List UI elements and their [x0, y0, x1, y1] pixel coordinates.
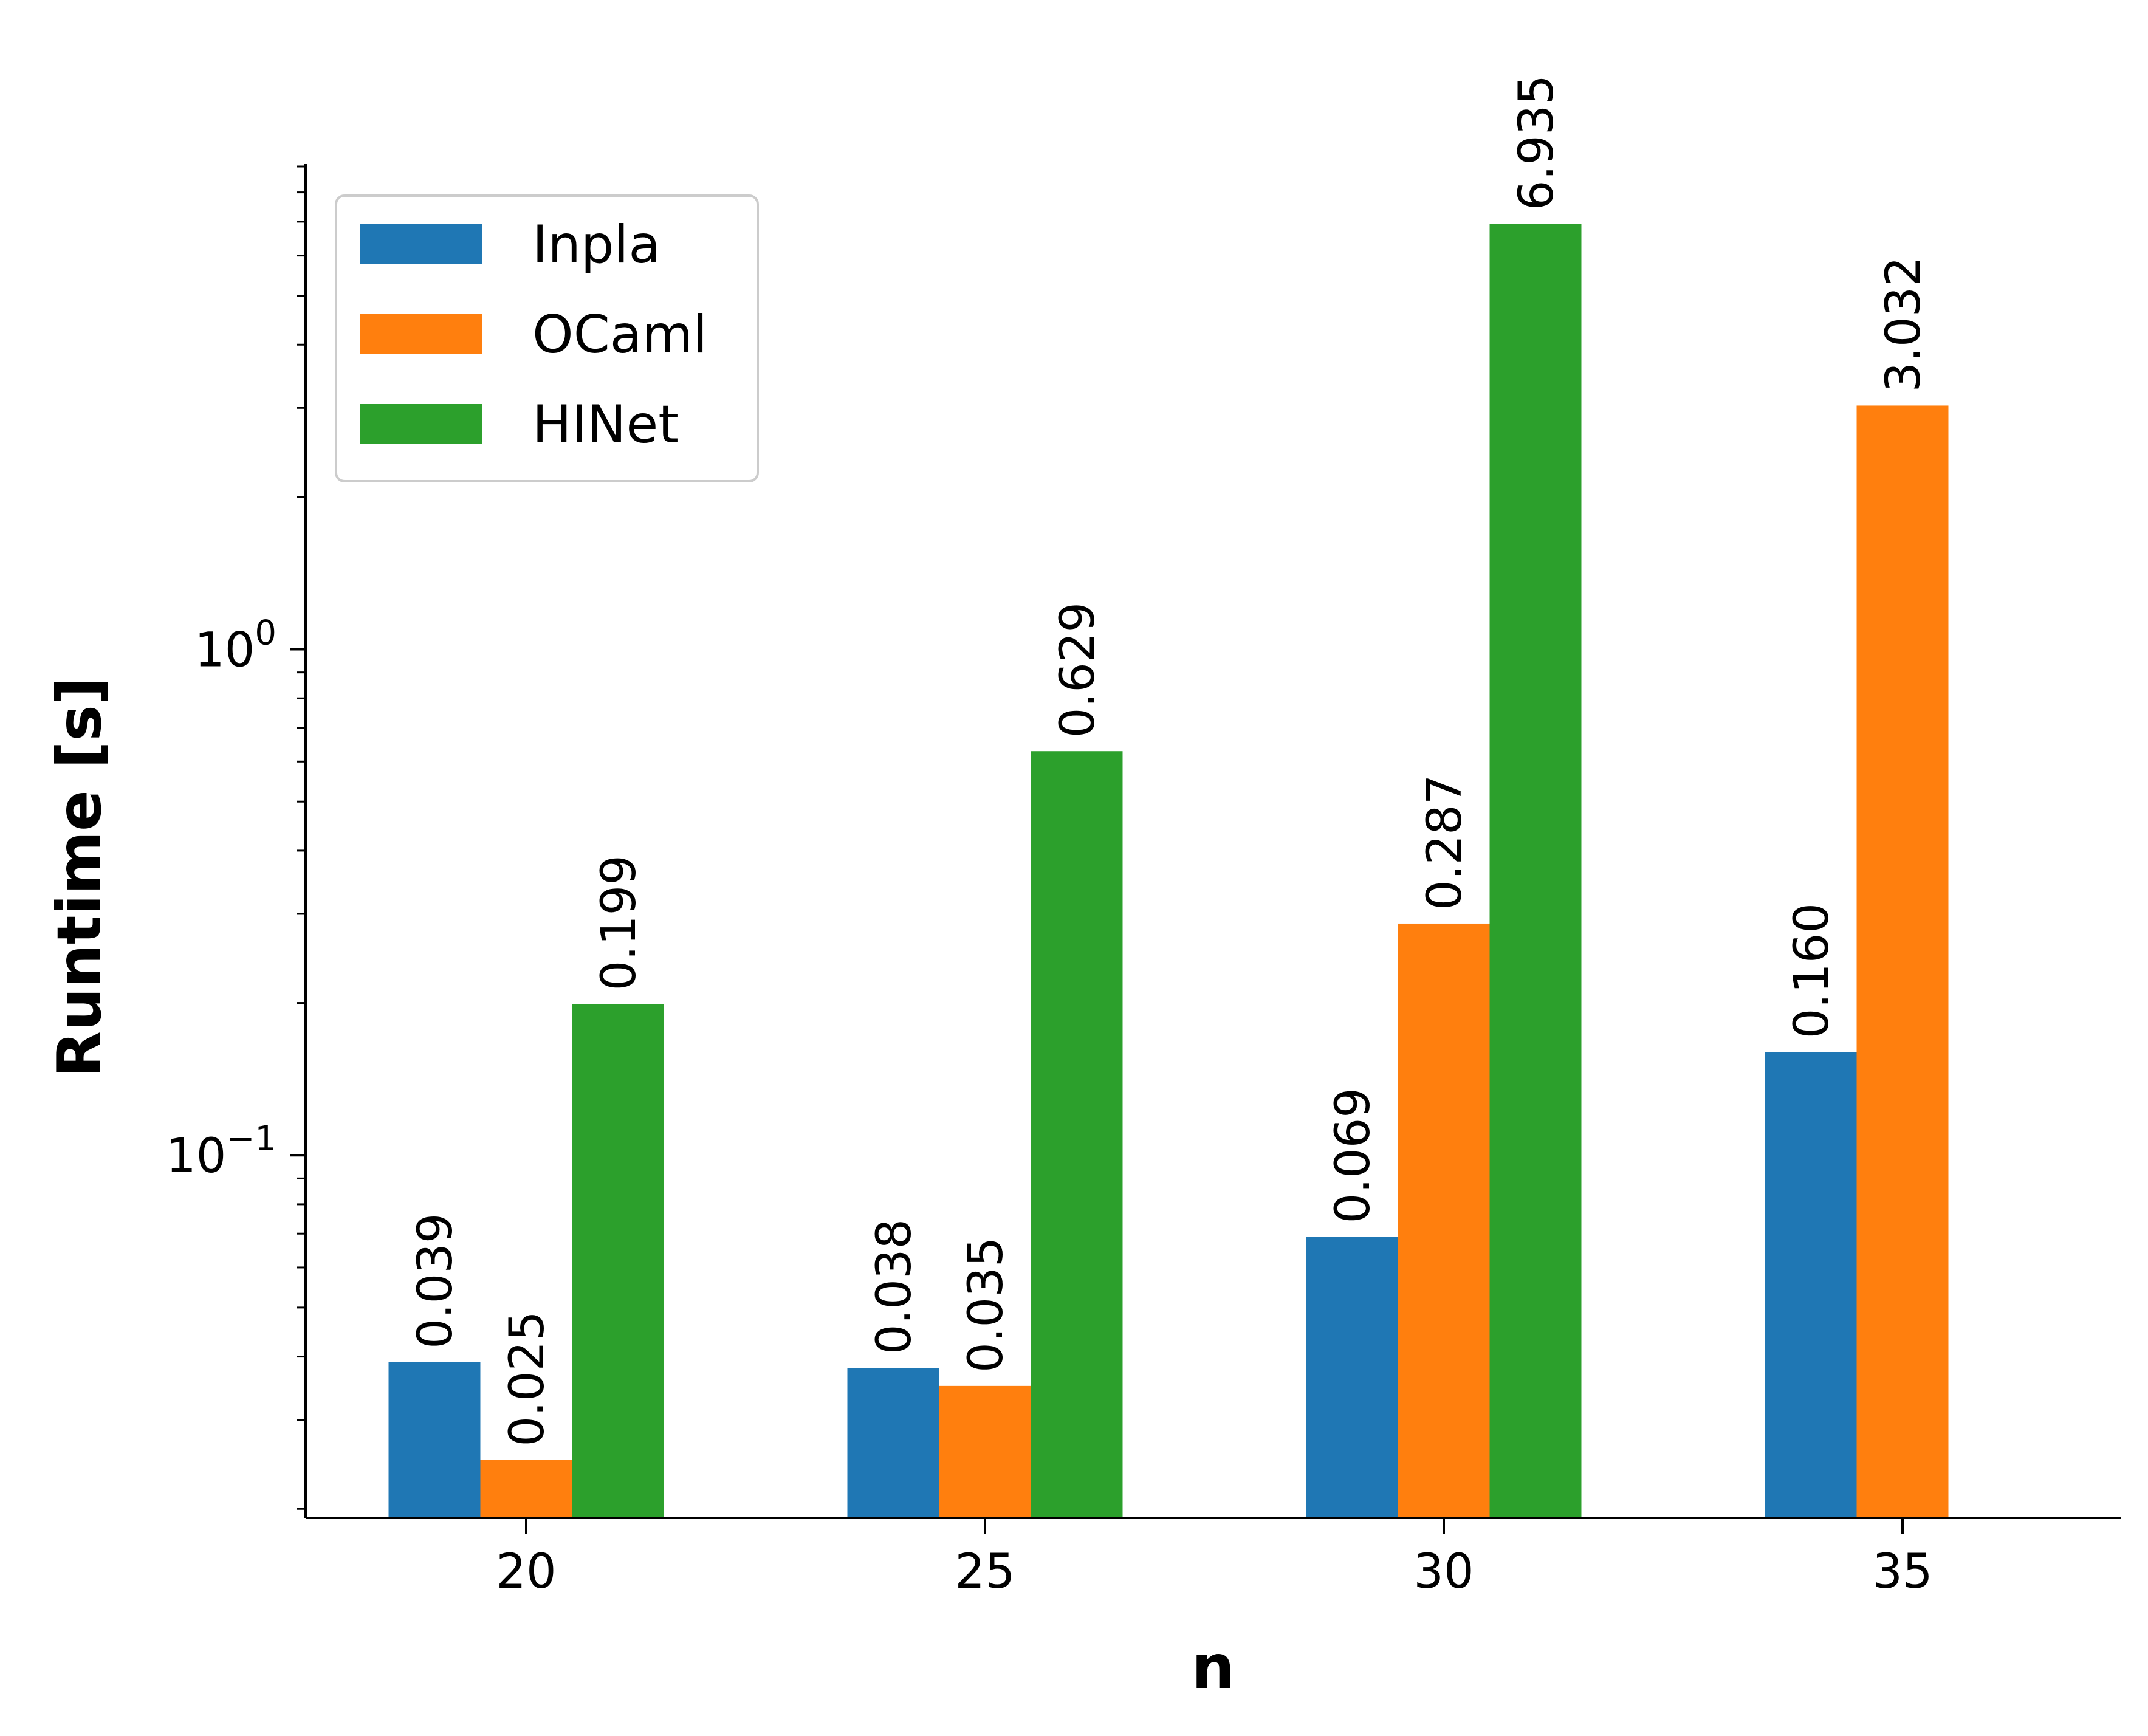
bar-inpla-35 [1765, 1052, 1857, 1518]
legend-label-ocaml: OCaml [532, 304, 707, 365]
data-label-hinet-25: 0.629 [1051, 602, 1105, 738]
legend-label-inpla: Inpla [532, 214, 661, 275]
bar-ocaml-30 [1398, 923, 1490, 1518]
data-label-inpla-30: 0.069 [1326, 1088, 1381, 1223]
legend-swatch-ocaml [360, 314, 482, 354]
bar-inpla-25 [847, 1368, 939, 1518]
legend-swatch-hinet [360, 404, 482, 444]
y-tick-label-0: 100 [194, 614, 276, 678]
legend: Inpla OCaml HINet [335, 194, 759, 482]
data-label-ocaml-30: 0.287 [1418, 775, 1472, 910]
x-tick-label-25: 25 [955, 1545, 1015, 1599]
bar-ocaml-25 [939, 1385, 1031, 1518]
bar-inpla-20 [388, 1362, 481, 1518]
x-tick-label-35: 35 [1872, 1545, 1932, 1599]
bar-ocaml-20 [480, 1460, 572, 1518]
x-tick-label-30: 30 [1413, 1545, 1474, 1599]
data-label-hinet-20: 0.199 [592, 855, 647, 990]
y-tick-label-1: 10−1 [166, 1119, 276, 1184]
x-tick-label-20: 20 [496, 1545, 556, 1599]
legend-swatch-inpla [360, 224, 482, 264]
bar-inpla-30 [1306, 1237, 1398, 1518]
data-label-ocaml-20: 0.025 [500, 1311, 555, 1446]
data-label-ocaml-35: 3.032 [1876, 256, 1931, 392]
bar-hinet-20 [572, 1004, 664, 1518]
axes-layer: 20 25 30 35 100 10−1 [166, 164, 2121, 1599]
data-label-inpla-20: 0.039 [408, 1213, 463, 1348]
x-axis-title: n [1192, 1631, 1235, 1703]
y-axis-title: Runtime [s] [44, 677, 115, 1077]
data-label-ocaml-25: 0.035 [959, 1237, 1014, 1373]
bar-hinet-30 [1489, 224, 1582, 1518]
legend-label-hinet: HINet [532, 394, 679, 455]
data-label-inpla-25: 0.038 [867, 1219, 922, 1354]
data-label-hinet-30: 6.935 [1509, 75, 1564, 210]
bar-labels-layer: 0.039 0.025 0.199 0.038 0.035 0.629 0.069 0.287… [408, 75, 1931, 1447]
bar-ocaml-35 [1856, 405, 1949, 1518]
data-label-inpla-35: 0.160 [1785, 903, 1839, 1038]
bar-hinet-25 [1031, 751, 1123, 1518]
bars-layer [388, 224, 1949, 1518]
